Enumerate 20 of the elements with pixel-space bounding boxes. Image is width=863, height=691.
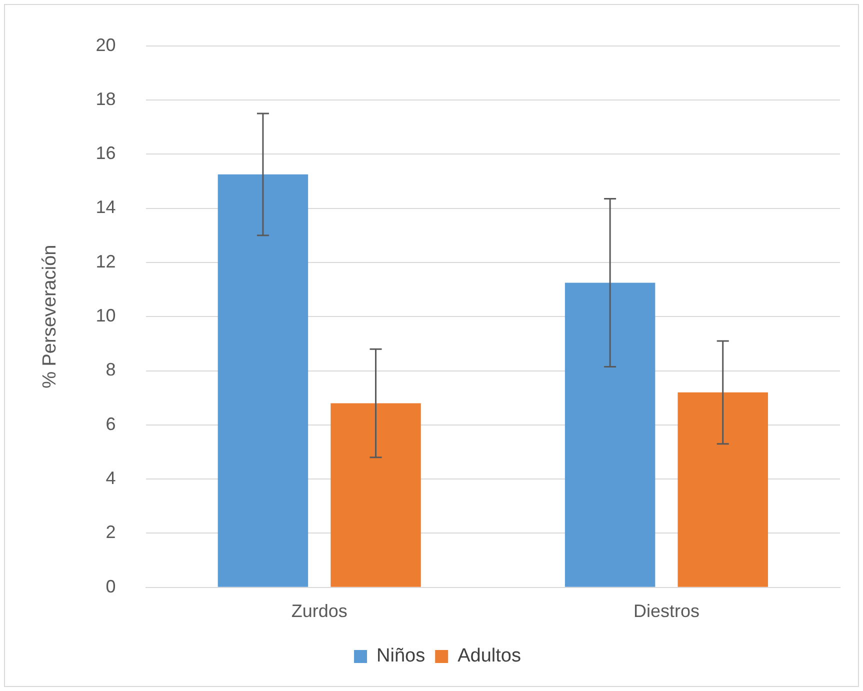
- y-tick-label: 20: [96, 34, 116, 55]
- x-tick-label: Zurdos: [291, 601, 348, 622]
- y-tick-label: 12: [96, 251, 116, 272]
- y-tick-label: 4: [106, 468, 116, 488]
- y-tick-label: 8: [106, 360, 116, 380]
- bar: [678, 392, 768, 587]
- x-tick-label: Diestros: [633, 601, 700, 622]
- bar: [330, 403, 421, 587]
- legend-label: Adultos: [458, 646, 521, 667]
- bar: [218, 174, 308, 587]
- y-tick-label: 16: [96, 143, 116, 164]
- y-tick-label: 10: [96, 306, 116, 326]
- y-tick-label: 6: [106, 414, 116, 434]
- y-tick-label: 14: [96, 197, 116, 218]
- y-tick-label: 0: [106, 576, 116, 596]
- bar: [564, 282, 656, 587]
- y-axis-title: % Perseveración: [40, 244, 61, 388]
- y-tick-label: 2: [106, 522, 116, 542]
- y-tick-label: 18: [96, 88, 116, 109]
- legend-label: Niños: [376, 646, 426, 667]
